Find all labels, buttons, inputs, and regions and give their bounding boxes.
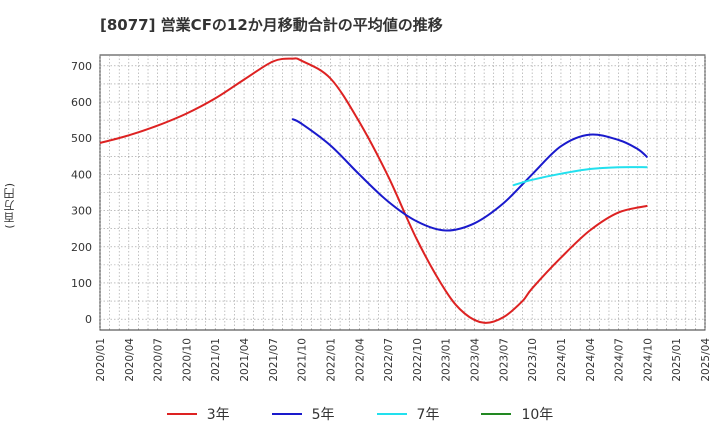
y-tick-label: 600 [71,96,92,109]
x-tick-label: 2025/04 [700,338,712,382]
series-line-2 [291,118,649,232]
x-tick-label: 2021/10 [297,338,309,382]
x-tick-label: 2022/10 [412,338,424,382]
x-tick-label: 2024/10 [642,338,654,382]
chart-title: [8077] 営業CFの12か月移動合計の平均値の推移 [100,16,443,34]
legend-item: 3年 [166,404,230,424]
y-tick-label: 200 [71,241,92,254]
y-tick-label: 0 [85,313,92,326]
x-tick-label: 2024/07 [614,338,626,382]
legend-item: 5年 [271,404,335,424]
x-tick-label: 2022/04 [354,338,366,382]
legend-label: 5年 [311,407,335,423]
x-tick-label: 2020/10 [181,338,193,382]
x-tick-label: 2024/01 [556,338,568,382]
x-tick-label: 2022/01 [325,338,337,382]
legend-item: 7年 [376,404,440,424]
x-tick-label: 2021/01 [210,338,222,382]
x-tick-label: 2023/04 [470,338,482,382]
x-tick-label: 2020/04 [124,338,136,382]
legend-swatch [166,413,197,415]
x-tick-label: 2023/01 [441,338,453,382]
x-tick-label: 2022/07 [383,338,395,382]
series-line-1 [99,57,648,324]
legend-swatch [481,413,512,415]
y-tick-label: 700 [71,60,92,73]
y-tick-label: 400 [71,168,92,181]
legend-swatch [376,413,407,415]
x-tick-label: 2025/01 [671,338,683,382]
series-line-3 [512,166,648,187]
y-tick-label: 500 [71,132,92,145]
x-tick-label: 2021/07 [268,338,280,382]
legend-label: 7年 [416,407,440,423]
x-tick-label: 2023/10 [527,338,539,382]
x-tick-label: 2024/04 [585,338,597,382]
y-tick-label: 100 [71,277,92,290]
y-tick-label: 300 [71,205,92,218]
chart-legend: 3年 5年 7年 10年 [0,404,720,424]
legend-item: 10年 [481,404,553,424]
legend-swatch [271,413,302,415]
x-tick-label: 2020/07 [153,338,165,382]
legend-label: 3年 [206,407,230,423]
x-tick-label: 2023/07 [498,338,510,382]
legend-label: 10年 [521,407,554,423]
x-tick-label: 2021/04 [239,338,251,382]
x-tick-label: 2020/01 [95,338,107,382]
